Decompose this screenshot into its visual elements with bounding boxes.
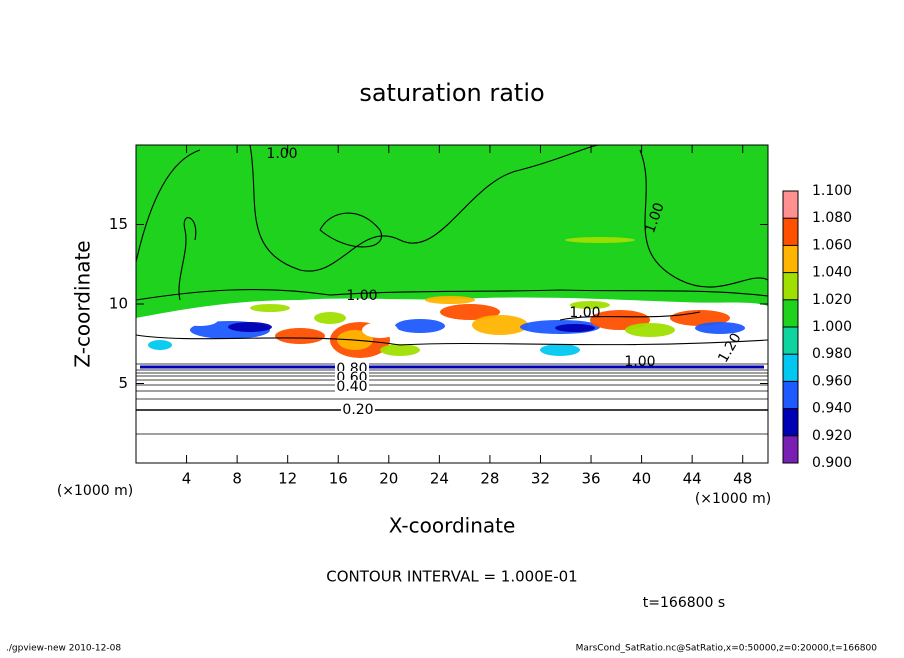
colorbar-segment (783, 272, 798, 300)
colorbar-label: 1.000 (812, 319, 852, 335)
colorbar-label: 0.900 (812, 455, 852, 471)
colorbar-segment (783, 435, 798, 463)
field-patch (540, 344, 580, 356)
field-white-patch (498, 339, 542, 351)
colorbar-segment (783, 354, 798, 382)
time-label: t=166800 s (643, 595, 725, 611)
x-tick-label: 28 (480, 470, 499, 488)
colorbar-label: 1.020 (812, 292, 852, 308)
x-tick-label: 32 (531, 470, 550, 488)
field-patch (570, 301, 610, 309)
field-patch (250, 304, 290, 312)
colorbar-segment (783, 191, 798, 219)
colorbar-label: 0.940 (812, 401, 852, 417)
field-white-patch (580, 337, 620, 347)
field-patch (148, 340, 172, 350)
field-patch (440, 304, 500, 320)
y-tick-label: 5 (118, 374, 128, 392)
colorbar-label: 1.060 (812, 237, 852, 253)
colorbar-label: 0.980 (812, 346, 852, 362)
colorbar-segment (783, 381, 798, 409)
contour-line (639, 149, 769, 288)
field-white-patch (420, 342, 480, 358)
contour-line (135, 334, 769, 346)
footer-left: ./gpview-new 2010-12-08 (6, 644, 121, 654)
x-tick-label: 8 (232, 470, 242, 488)
contour-line (319, 212, 383, 248)
field-patch (275, 328, 325, 344)
field-patch (314, 312, 346, 324)
contour-label: 1.00 (569, 305, 600, 321)
field-patch (555, 324, 595, 332)
contour-label: 0.40 (336, 379, 367, 395)
contour-line (249, 144, 601, 272)
colorbar-segment (783, 218, 798, 246)
colorbar-segment (783, 245, 798, 273)
field-patch (228, 322, 272, 332)
contour-label: 1.00 (346, 288, 377, 304)
colorbar-label: 1.100 (812, 183, 852, 199)
x-tick-label: 24 (430, 470, 449, 488)
contour-line (135, 149, 201, 263)
colorbar-segment (783, 299, 798, 327)
contour-label-bg (341, 403, 375, 417)
x-tick-label: 20 (379, 470, 398, 488)
x-tick-label: 16 (329, 470, 348, 488)
y-tick-label: 15 (109, 215, 128, 233)
field-patch (472, 315, 528, 335)
y-tick-label: 10 (109, 295, 128, 313)
colorbar-label: 1.040 (812, 265, 852, 281)
x-axis-label: X-coordinate (389, 514, 516, 538)
field-white-patch (362, 322, 398, 338)
colorbar-segment (783, 327, 798, 355)
x-tick-label: 48 (733, 470, 752, 488)
colorbar-label: 1.080 (812, 210, 852, 226)
x-tick-label: 12 (278, 470, 297, 488)
field-white-patch (182, 314, 218, 326)
contour-interval: CONTOUR INTERVAL = 1.000E-01 (326, 568, 577, 586)
x-tick-label: 4 (182, 470, 192, 488)
footer-right: MarsCond_SatRatio.nc@SatRatio,x=0:50000,… (576, 644, 878, 654)
colorbar-label: 0.960 (812, 373, 852, 389)
field-patch (695, 322, 745, 334)
colorbar-segment (783, 408, 798, 436)
field-patch (425, 296, 475, 304)
y-unit: (×1000 m) (57, 483, 133, 499)
chart-title: saturation ratio (359, 79, 544, 107)
contour-line (178, 217, 197, 301)
contour-label: 0.20 (342, 402, 373, 418)
x-tick-label: 40 (632, 470, 651, 488)
y-axis-label: Z-coordinate (71, 240, 95, 367)
contour-line (135, 289, 769, 301)
x-unit: (×1000 m) (695, 491, 771, 507)
field-patch (395, 319, 445, 333)
field-patch (625, 323, 675, 337)
colorbar-label: 0.920 (812, 428, 852, 444)
x-tick-label: 36 (581, 470, 600, 488)
field-patch (565, 237, 635, 243)
x-tick-label: 44 (683, 470, 702, 488)
field-white-patch (225, 345, 275, 355)
contour-label: 1.00 (624, 354, 655, 370)
field-patch (380, 344, 420, 356)
contour-label-bg (335, 380, 369, 394)
contour-line (559, 311, 701, 321)
field-white-patch (640, 341, 720, 359)
contour-label: 1.00 (266, 146, 297, 162)
